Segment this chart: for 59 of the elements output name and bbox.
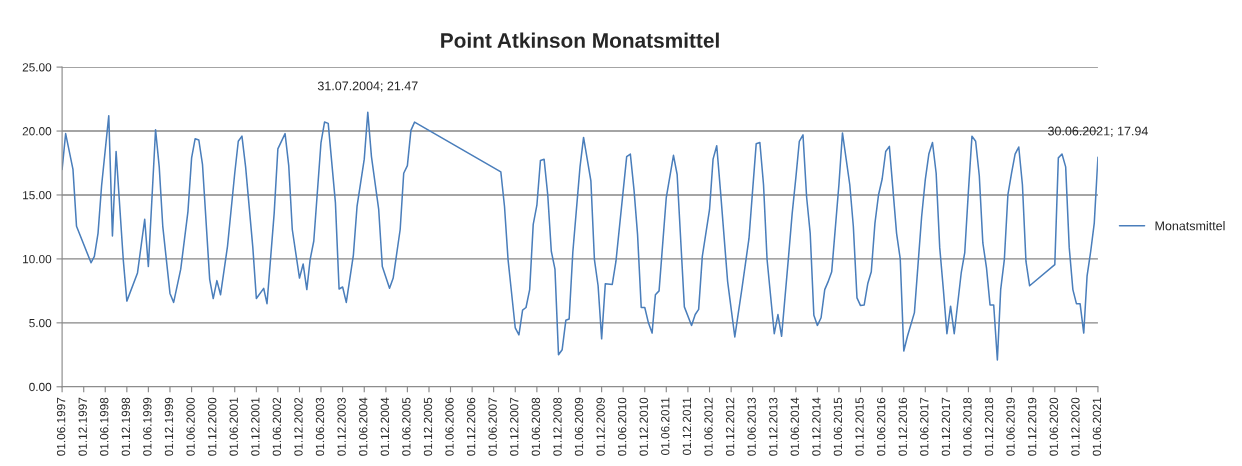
x-tick-label: 01.12.1999 [164, 397, 174, 456]
x-tick-label: 01.12.2011 [682, 397, 692, 455]
y-tick-label: 10.00 [23, 254, 52, 264]
x-tick-label: 01.12.2018 [984, 397, 994, 456]
legend-label: Monatsmittel [1155, 221, 1225, 231]
x-tick-label: 01.12.2015 [855, 397, 864, 456]
x-tick-label: 01.12.2006 [466, 397, 476, 456]
x-tick-label: 01.12.2014 [812, 397, 821, 456]
y-tick-label: 15.00 [23, 191, 52, 200]
x-tick-label: 01.12.2005 [423, 397, 433, 456]
x-tick-label: 01.12.2001 [251, 397, 260, 456]
x-tick-label: 01.06.2006 [445, 397, 454, 456]
x-tick-label: 01.06.2019 [1006, 397, 1015, 456]
x-tick-label: 01.06.1998 [100, 397, 109, 456]
x-tick-label: 01.12.2000 [208, 397, 217, 456]
x-tick-label: 01.06.1997 [56, 397, 66, 456]
x-tick-label: 01.06.2009 [574, 397, 584, 456]
x-tick-label: 01.12.2002 [294, 397, 303, 456]
x-tick-label: 01.06.2002 [272, 397, 282, 456]
x-tick-label: 01.12.2013 [769, 397, 778, 456]
x-tick-label: 01.06.2018 [963, 397, 972, 456]
x-tick-label: 01.06.2014 [790, 397, 799, 456]
x-tick-label: 01.06.2007 [488, 397, 497, 456]
x-tick-label: 01.06.2008 [531, 397, 541, 456]
x-tick-label: 01.06.2012 [704, 397, 713, 456]
x-tick-label: 01.06.2013 [747, 397, 756, 456]
x-tick-label: 01.12.2004 [380, 397, 390, 456]
x-tick-label: 01.12.2012 [725, 397, 735, 456]
x-tick-label: 01.06.2021 [1092, 397, 1102, 456]
annotation: 30.06.2021; 17.94 [1048, 126, 1148, 137]
annotation: 31.07.2004; 21.47 [317, 81, 418, 92]
chart-title: Point Atkinson Monatsmittel [441, 32, 719, 48]
x-tick-label: 01.12.2009 [596, 397, 605, 456]
x-tick-label: 01.12.2019 [1027, 397, 1037, 456]
x-tick-label: 01.06.2004 [359, 397, 368, 456]
x-tick-label: 01.12.2016 [898, 397, 907, 456]
y-tick-label: 0.00 [29, 382, 52, 392]
x-tick-label: 01.06.2017 [920, 397, 929, 456]
y-tick-label: 25.00 [22, 63, 52, 72]
x-tick-label: 01.06.2000 [186, 397, 195, 456]
x-tick-label: 01.12.2003 [337, 397, 346, 456]
x-tick-label: 01.12.2008 [553, 397, 562, 456]
x-tick-label: 01.06.2003 [315, 397, 325, 456]
x-tick-label: 01.06.2016 [876, 397, 886, 456]
x-tick-label: 01.12.1997 [78, 397, 87, 456]
y-tick-label: 5.00 [29, 318, 52, 328]
x-tick-label: 01.06.2005 [402, 397, 411, 456]
y-tick-label: 20.00 [22, 127, 52, 136]
x-tick-label: 01.06.2010 [617, 397, 627, 456]
x-tick-label: 01.06.1999 [143, 397, 152, 456]
x-tick-label: 01.12.2007 [510, 397, 519, 456]
x-tick-label: 01.12.2017 [941, 397, 951, 456]
x-tick-label: 01.06.2001 [229, 397, 238, 456]
x-tick-label: 01.12.2010 [639, 397, 648, 456]
x-tick-label: 01.12.1998 [121, 397, 131, 456]
x-tick-label: 01.12.2020 [1071, 397, 1080, 456]
x-tick-label: 01.06.2020 [1049, 397, 1058, 456]
x-tick-label: 01.06.2011 [661, 397, 670, 455]
x-tick-label: 01.06.2015 [833, 397, 843, 456]
